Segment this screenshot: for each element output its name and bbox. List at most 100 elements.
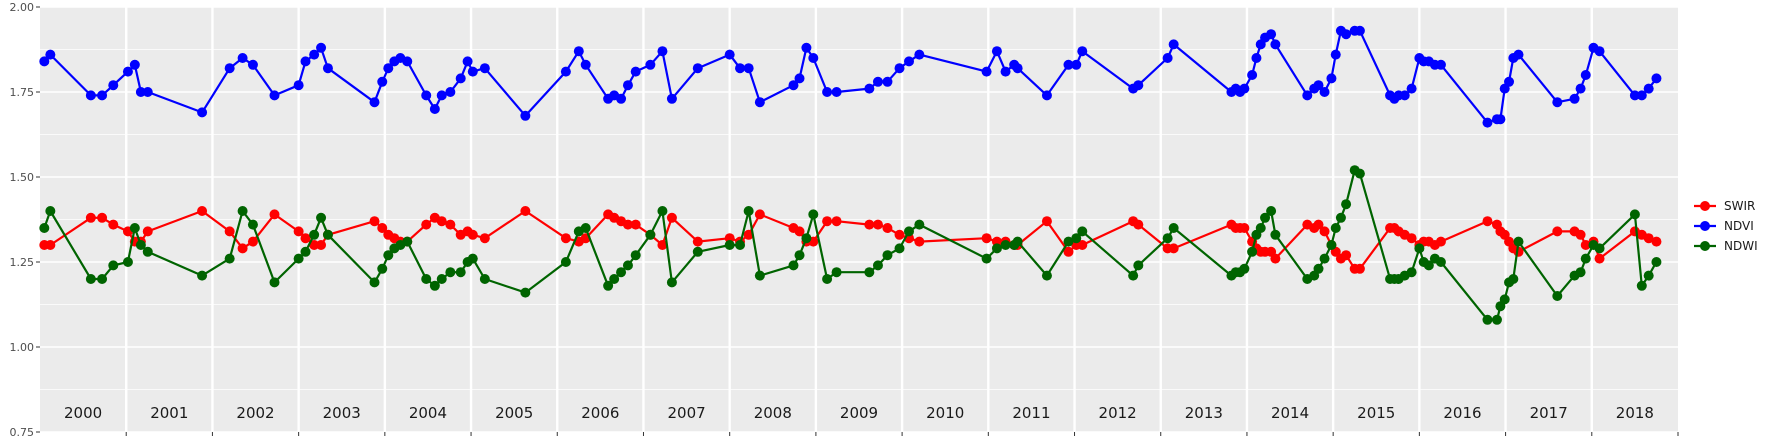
data-point-swir [237,243,248,254]
data-point-ndwi [1168,223,1179,233]
data-point-swir [1575,229,1586,240]
year-labels: 2000 2001 2002 2003 2004 2005 2006 2007 2008 2009… [64,404,1654,422]
data-point-ndwi [1133,260,1144,271]
data-point-ndvi [560,66,571,77]
data-point-ndvi [45,49,56,60]
data-point-swir [269,209,280,220]
data-point-ndwi [237,206,248,216]
data-point-swir [445,219,456,230]
year-label: 2000 [64,404,102,422]
data-point-ndwi [822,274,833,284]
data-point-ndwi [1491,314,1502,325]
data-point-ndwi [108,260,119,271]
data-point-ndvi [383,63,394,74]
data-point-swir [1482,216,1493,227]
data-point-swir [520,206,531,216]
data-point-ndwi [692,246,703,257]
year-label: 2009 [840,404,878,422]
data-point-ndwi [97,274,108,284]
data-point-ndvi [309,49,320,60]
data-point-swir [1319,226,1330,237]
y-tick-label: 0.75 [10,426,35,439]
data-point-swir [377,223,388,233]
data-point-ndwi [455,267,466,278]
data-point-swir [743,229,754,240]
data-point-ndvi [300,56,311,67]
data-point-swir [1341,250,1352,261]
data-point-swir [85,212,96,223]
data-point-swir [1077,240,1088,250]
data-point-swir [108,219,119,230]
data-point-ndvi [402,56,413,67]
data-point-ndwi [657,206,668,216]
data-point-ndvi [882,76,893,87]
data-point-ndvi [657,46,668,57]
data-point-ndwi [609,274,620,284]
year-label: 2013 [1185,404,1223,422]
data-point-ndwi [247,219,258,230]
data-point-ndwi [1266,206,1277,216]
data-point-ndwi [1077,226,1088,237]
data-point-swir [882,223,893,233]
data-point-ndvi [269,90,280,101]
data-point-ndvi [1270,39,1281,50]
data-point-ndwi [1071,233,1082,244]
data-point-ndwi [801,233,812,244]
data-point-ndwi [1499,294,1510,305]
data-point-ndvi [1594,46,1605,57]
data-point-swir [309,240,320,250]
data-point-ndvi [1239,83,1250,94]
data-point-ndwi [622,260,633,271]
data-point-ndvi [1575,83,1586,94]
data-point-ndvi [39,56,50,67]
data-point-swir [1552,226,1563,237]
data-point-ndwi [369,277,380,288]
year-label: 2001 [150,404,188,422]
data-point-swir [316,240,327,250]
data-point-ndvi [573,46,584,57]
series-ndvi [39,25,1662,128]
data-point-ndwi [436,274,447,284]
data-point-swir [1406,233,1417,244]
data-point-ndvi [1330,49,1341,60]
data-point-ndvi [1399,90,1410,101]
data-point-ndvi [1629,90,1640,101]
data-point-ndwi [1313,263,1324,274]
data-point-ndvi [666,93,677,104]
data-point-ndvi [293,80,304,91]
data-point-ndwi [1643,270,1654,281]
data-point-ndwi [666,277,677,288]
data-point-ndwi [1552,291,1563,301]
data-point-ndvi [479,63,490,74]
data-point-ndwi [616,267,627,278]
data-point-ndwi [1330,223,1341,233]
data-point-ndwi [224,253,235,264]
year-label: 2004 [409,404,447,422]
data-point-ndvi [1552,97,1563,108]
data-point-swir [197,206,208,216]
y-tick-label: 1.25 [10,256,35,269]
data-point-ndwi [904,226,915,237]
data-point-ndvi [1012,63,1023,74]
data-point-ndwi [794,250,805,261]
year-label: 2007 [667,404,705,422]
legend-item-swir: SWIR [1694,199,1755,213]
data-point-ndvi [1580,70,1591,80]
data-point-ndvi [1435,59,1446,70]
data-point-ndvi [1341,29,1352,40]
data-point-ndwi [293,253,304,264]
data-point-swir [630,219,641,230]
data-point-ndwi [479,274,490,284]
data-point-swir [45,240,56,250]
year-dividers [125,7,1593,432]
data-point-ndwi [894,243,905,254]
y-tick-label: 1.50 [10,171,35,184]
year-label: 2010 [926,404,964,422]
data-point-ndwi [421,274,432,284]
data-point-ndvi [991,46,1002,57]
data-point-ndvi [1406,83,1417,94]
data-point-ndvi [1266,29,1277,40]
data-point-ndvi [122,66,133,77]
data-point-ndwi [630,250,641,261]
